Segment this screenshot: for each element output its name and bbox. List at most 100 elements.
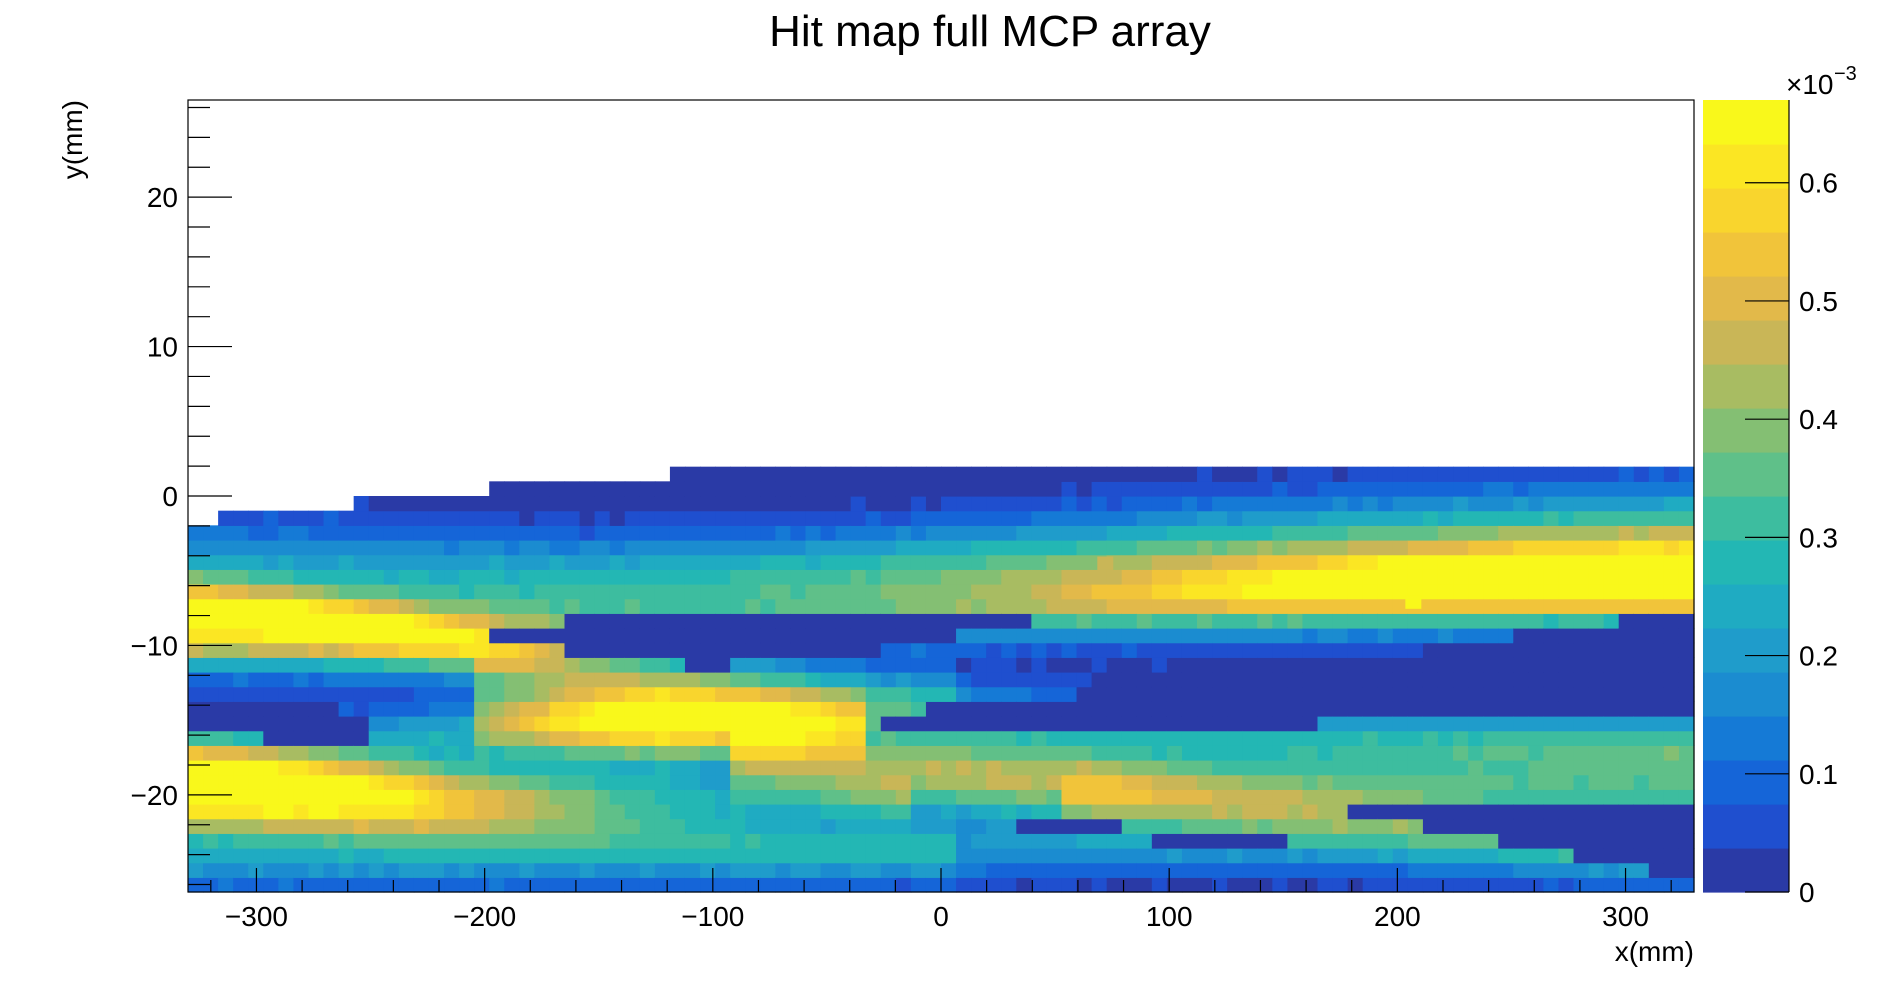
- heatmap-cell: [308, 628, 325, 644]
- heatmap-cell: [489, 745, 505, 761]
- heatmap-cell: [1648, 672, 1665, 688]
- heatmap-cell: [1001, 569, 1017, 585]
- heatmap-cell: [1197, 496, 1213, 512]
- heatmap-cell: [1061, 760, 1078, 776]
- heatmap-cell: [1648, 613, 1665, 629]
- heatmap-cell: [1573, 789, 1590, 805]
- heatmap-cell: [1422, 510, 1439, 526]
- heatmap-cell: [1076, 642, 1093, 658]
- heatmap-cell: [956, 510, 972, 526]
- heatmap-cell: [1588, 496, 1605, 512]
- heatmap-cell: [941, 642, 957, 658]
- heatmap-cell: [1543, 525, 1560, 541]
- heatmap-cell: [820, 862, 837, 878]
- heatmap-cell: [1212, 525, 1228, 541]
- heatmap-cell: [413, 598, 430, 614]
- heatmap-cell: [805, 466, 822, 482]
- heatmap-cell: [323, 701, 340, 717]
- heatmap-cell: [880, 584, 897, 600]
- heatmap-cell: [203, 628, 219, 644]
- heatmap-cell: [1362, 613, 1379, 629]
- heatmap-cell: [1166, 496, 1183, 512]
- heatmap-cell: [700, 789, 716, 805]
- heatmap-cell: [413, 672, 430, 688]
- heatmap-cell: [1558, 613, 1575, 629]
- heatmap-cell: [413, 525, 430, 541]
- heatmap-cell: [1588, 613, 1605, 629]
- heatmap-cell: [428, 862, 445, 878]
- heatmap-cell: [1227, 730, 1243, 746]
- heatmap-cell: [218, 657, 234, 673]
- heatmap-cell: [1603, 848, 1620, 864]
- heatmap-cell: [1618, 613, 1635, 629]
- heatmap-cell: [1347, 598, 1364, 614]
- heatmap-cell: [1648, 730, 1665, 746]
- heatmap-cell: [1091, 540, 1108, 556]
- heatmap-cell: [263, 598, 279, 614]
- heatmap-cell: [353, 686, 370, 702]
- heatmap-cell: [971, 598, 987, 614]
- heatmap-cell: [956, 628, 972, 644]
- heatmap-cell: [1257, 510, 1273, 526]
- heatmap-cell: [745, 848, 761, 864]
- heatmap-cell: [609, 774, 626, 790]
- heatmap-cell: [534, 774, 551, 790]
- heatmap-cell: [941, 657, 957, 673]
- heatmap-cell: [790, 628, 807, 644]
- heatmap-cell: [579, 789, 596, 805]
- heatmap-cell: [775, 730, 791, 746]
- heatmap-cell: [1498, 789, 1514, 805]
- heatmap-cell: [1377, 701, 1394, 717]
- heatmap-cell: [1197, 760, 1213, 776]
- heatmap-cell: [1377, 789, 1394, 805]
- heatmap-cell: [1272, 496, 1288, 512]
- heatmap-cell: [715, 525, 731, 541]
- heatmap-cell: [1016, 481, 1032, 497]
- heatmap-cell: [609, 862, 626, 878]
- heatmap-cell: [263, 848, 279, 864]
- heatmap-cell: [1227, 554, 1243, 570]
- heatmap-cell: [1663, 569, 1680, 585]
- heatmap-cell: [654, 848, 671, 864]
- heatmap-cell: [986, 672, 1002, 688]
- heatmap-cell: [338, 672, 355, 688]
- heatmap-cell: [308, 789, 325, 805]
- heatmap-cell: [1347, 510, 1364, 526]
- heatmap-cell: [1543, 481, 1560, 497]
- heatmap-cell: [1166, 774, 1183, 790]
- heatmap-cell: [413, 774, 430, 790]
- heatmap-cell: [308, 804, 325, 820]
- heatmap-cell: [986, 877, 1002, 893]
- heatmap-cell: [925, 466, 942, 482]
- heatmap-cell: [1588, 628, 1605, 644]
- heatmap-cell: [684, 569, 701, 585]
- heatmap-cell: [1483, 481, 1499, 497]
- heatmap-cell: [986, 510, 1002, 526]
- heatmap-cell: [820, 628, 837, 644]
- heatmap-cell: [971, 481, 987, 497]
- heatmap-cell: [1197, 833, 1213, 849]
- heatmap-cell: [1227, 540, 1243, 556]
- heatmap-cell: [428, 540, 445, 556]
- heatmap-cell: [1287, 760, 1304, 776]
- heatmap-cell: [203, 701, 219, 717]
- heatmap-cell: [790, 730, 807, 746]
- heatmap-cell: [1362, 833, 1379, 849]
- heatmap-cell: [1151, 716, 1168, 732]
- heatmap-cell: [1212, 466, 1228, 482]
- heatmap-cell: [910, 760, 927, 776]
- heatmap-cell: [233, 657, 249, 673]
- heatmap-cell: [489, 569, 505, 585]
- heatmap-cell: [428, 686, 445, 702]
- heatmap-cell: [669, 525, 686, 541]
- heatmap-cell: [805, 716, 822, 732]
- heatmap-cell: [1558, 789, 1575, 805]
- heatmap-cell: [1151, 789, 1168, 805]
- heatmap-cell: [549, 760, 566, 776]
- heatmap-cell: [1151, 569, 1168, 585]
- heatmap-cell: [1121, 774, 1138, 790]
- heatmap-cell: [745, 584, 761, 600]
- heatmap-cell: [715, 745, 731, 761]
- heatmap-cell: [203, 745, 219, 761]
- heatmap-cell: [1272, 862, 1288, 878]
